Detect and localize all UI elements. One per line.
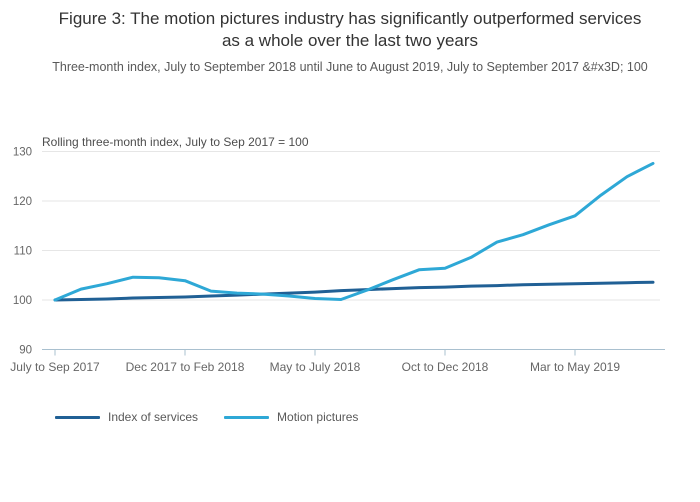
chart-legend: Index of services Motion pictures [55, 409, 358, 425]
legend-label-motion-pictures: Motion pictures [277, 410, 359, 424]
chart-subtitle: Three-month index, July to September 201… [52, 60, 648, 74]
legend-item-index-of-services[interactable]: Index of services [55, 410, 198, 424]
y-axis-title: Rolling three-month index, July to Sep 2… [42, 135, 309, 149]
legend-swatch-index-of-services [55, 415, 100, 419]
y-tick-label-110: 110 [14, 246, 32, 258]
x-tick-label-2: May to July 2018 [270, 360, 361, 374]
legend-swatch-motion-pictures [224, 415, 270, 419]
y-tick-label-130: 130 [13, 147, 32, 159]
x-tick-label-4: Mar to May 2019 [530, 360, 620, 374]
x-tick-label-3: Oct to Dec 2018 [402, 360, 489, 374]
x-tick-label-0: July to Sep 2017 [10, 360, 100, 374]
chart-title: Figure 3: The motion pictures industry h… [58, 9, 642, 51]
series-line-index-of-services[interactable] [53, 280, 655, 302]
legend-label-index-of-services: Index of services [108, 410, 199, 424]
y-tick-label-120: 120 [13, 196, 32, 208]
series-line-motion-pictures[interactable] [53, 161, 655, 302]
y-tick-label-100: 100 [13, 295, 32, 307]
y-tick-label-90: 90 [19, 345, 32, 357]
x-tick-label-1: Dec 2017 to Feb 2018 [126, 360, 245, 374]
line-chart: 90 100 110 120 130 July to Sep 2017 Dec 2017 t… [10, 147, 665, 374]
legend-item-motion-pictures[interactable]: Motion pictures [224, 410, 358, 424]
